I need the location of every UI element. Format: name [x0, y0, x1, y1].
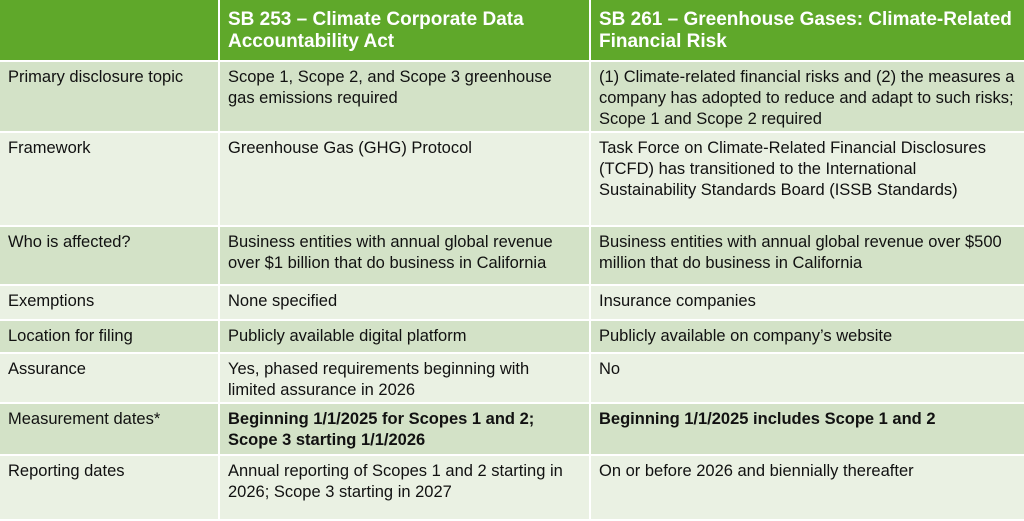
- sb261-cell: Insurance companies: [591, 286, 1024, 321]
- sb261-cell: Beginning 1/1/2025 includes Scope 1 and …: [591, 404, 1024, 456]
- sb253-cell: Business entities with annual global rev…: [220, 227, 591, 286]
- row-label: Measurement dates*: [0, 404, 220, 456]
- sb261-cell: Business entities with annual global rev…: [591, 227, 1024, 286]
- sb261-cell: Task Force on Climate-Related Financial …: [591, 133, 1024, 227]
- row-label: Who is affected?: [0, 227, 220, 286]
- header-sb261: SB 261 – Greenhouse Gases: Climate-Relat…: [591, 0, 1024, 62]
- sb261-cell: On or before 2026 and biennially thereaf…: [591, 456, 1024, 521]
- sb253-cell: Yes, phased requirements beginning with …: [220, 354, 591, 404]
- header-sb253: SB 253 – Climate Corporate Data Accounta…: [220, 0, 591, 62]
- row-label: Reporting dates: [0, 456, 220, 521]
- sb253-cell: Greenhouse Gas (GHG) Protocol: [220, 133, 591, 227]
- row-label: Exemptions: [0, 286, 220, 321]
- row-label: Framework: [0, 133, 220, 227]
- row-label: Assurance: [0, 354, 220, 404]
- sb261-cell: Publicly available on company’s website: [591, 321, 1024, 354]
- row-label: Location for filing: [0, 321, 220, 354]
- sb261-cell: No: [591, 354, 1024, 404]
- sb253-cell: None specified: [220, 286, 591, 321]
- sb253-cell: Publicly available digital platform: [220, 321, 591, 354]
- row-label: Primary disclosure topic: [0, 62, 220, 133]
- sb253-cell: Beginning 1/1/2025 for Scopes 1 and 2; S…: [220, 404, 591, 456]
- sb253-cell: Annual reporting of Scopes 1 and 2 start…: [220, 456, 591, 521]
- header-empty-cell: [0, 0, 220, 62]
- sb261-cell: (1) Climate-related financial risks and …: [591, 62, 1024, 133]
- sb253-cell: Scope 1, Scope 2, and Scope 3 greenhouse…: [220, 62, 591, 133]
